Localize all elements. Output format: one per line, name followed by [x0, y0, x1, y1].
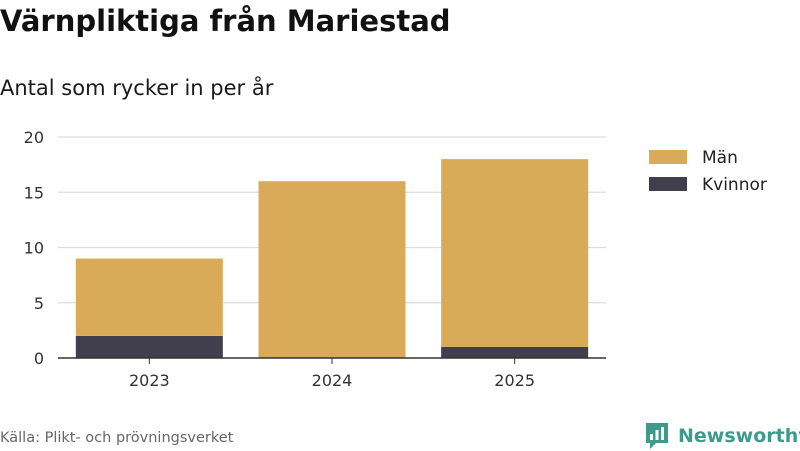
- bar-man-2023: [75, 258, 223, 336]
- newsworthy-logo-icon: [646, 423, 668, 449]
- source-note: Källa: Plikt- och prövningsverket: [0, 430, 234, 446]
- bar-kvinnor-2023: [75, 335, 223, 358]
- bar-man-2025: [441, 159, 589, 347]
- bars: [75, 159, 589, 358]
- y-tick-label: 20: [24, 128, 44, 147]
- brand-logo: Newsworthy: [644, 421, 800, 451]
- bar-man-2024: [258, 181, 406, 358]
- y-tick-label: 15: [24, 183, 44, 202]
- chart-title: Värnpliktiga från Mariestad: [0, 4, 451, 38]
- legend: Män Kvinnor: [649, 148, 767, 195]
- y-tick-label: 5: [34, 294, 44, 313]
- chart-subtitle: Antal som rycker in per år: [0, 76, 274, 100]
- legend-swatch-kvinnor: [649, 177, 687, 191]
- brand-name: Newsworthy: [678, 425, 800, 447]
- y-tick-label: 10: [24, 239, 44, 258]
- y-tick-label: 0: [34, 349, 44, 368]
- bar-chart: 0 5 10 15 20 2023 2024 2025 Män Kvinnor: [24, 128, 767, 390]
- legend-label-kvinnor: Kvinnor: [702, 175, 767, 195]
- x-tick-label: 2024: [312, 371, 353, 390]
- legend-swatch-man: [649, 150, 687, 164]
- axes: 0 5 10 15 20 2023 2024 2025: [24, 128, 606, 390]
- bar-kvinnor-2025: [441, 346, 589, 358]
- legend-label-man: Män: [702, 148, 738, 168]
- x-tick-label: 2025: [494, 371, 535, 390]
- x-tick-label: 2023: [129, 371, 170, 390]
